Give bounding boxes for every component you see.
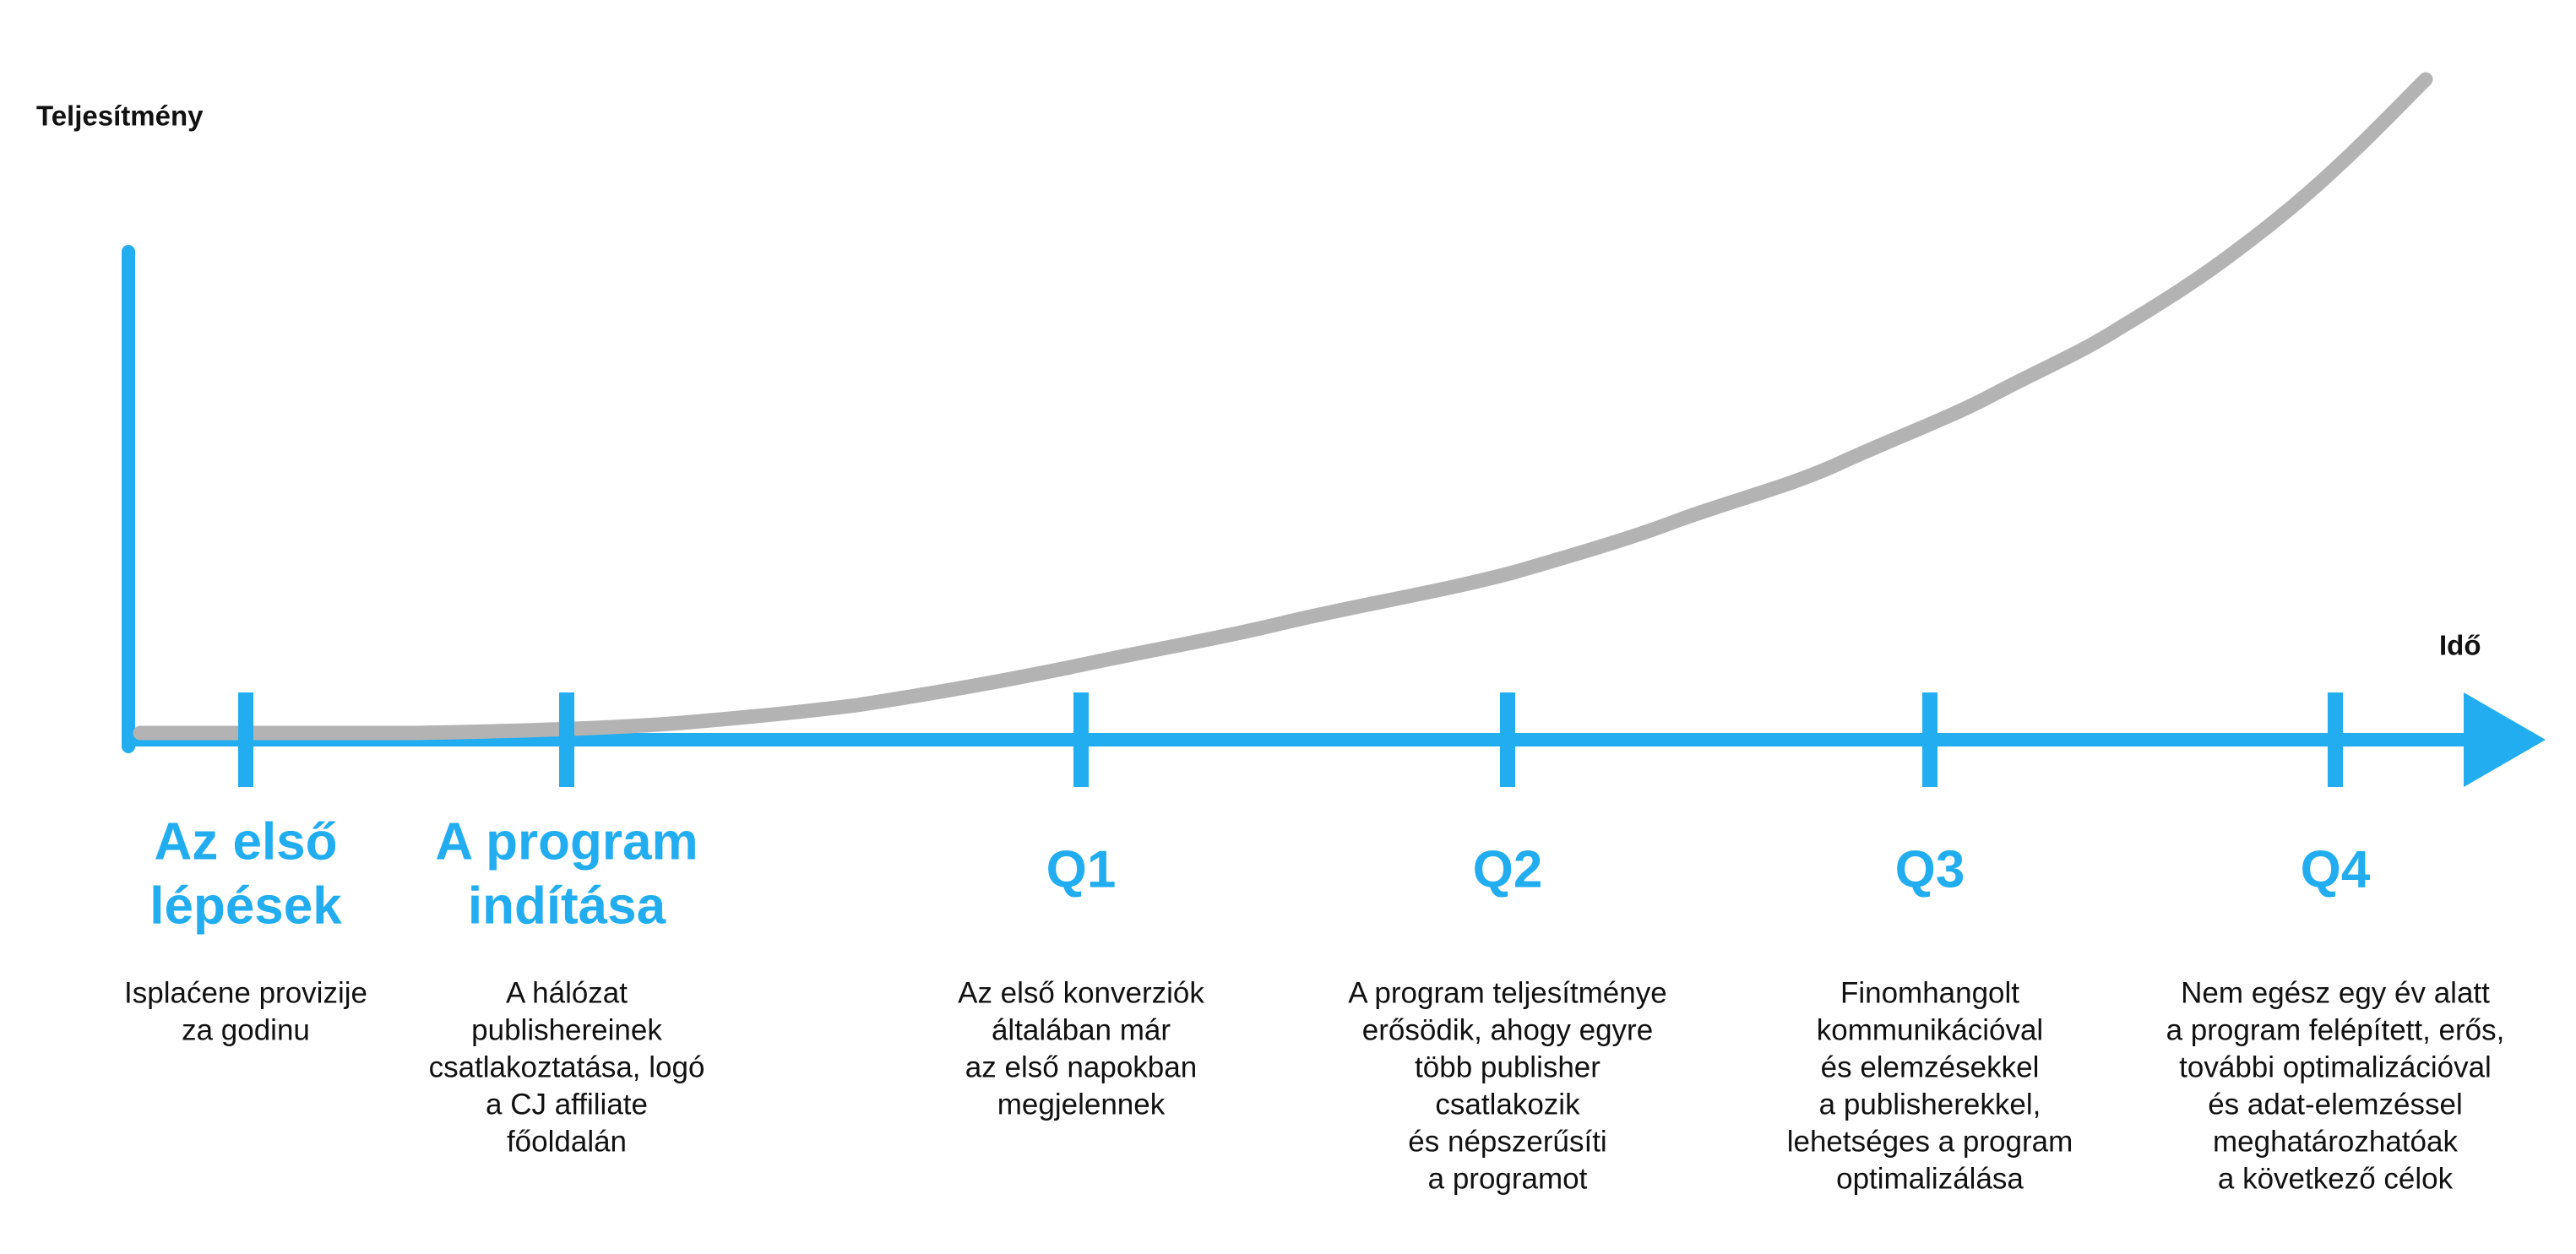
tick — [2328, 692, 2343, 787]
milestone-title: lépések — [149, 877, 342, 935]
milestone-description: erősödik, ahogy egyre — [1362, 1013, 1653, 1046]
milestone-description: főoldalán — [507, 1125, 627, 1158]
y-axis-label: Teljesítmény — [36, 100, 204, 132]
milestone-title: Az első — [154, 812, 337, 871]
milestone-title: Q1 — [1046, 840, 1117, 898]
tick — [1922, 692, 1937, 787]
milestone-description: a következő célok — [2218, 1162, 2454, 1195]
milestone-description: A hálózat — [506, 976, 628, 1009]
milestone-description: kommunikációval — [1817, 1013, 2043, 1046]
milestone-title: A program — [435, 812, 698, 871]
milestone-description: optimalizálása — [1836, 1162, 2024, 1195]
milestone-description: általában már — [992, 1013, 1171, 1046]
milestone-description: több publisher — [1415, 1050, 1600, 1083]
tick — [238, 692, 253, 787]
milestone-description: Isplaćene provizije — [124, 976, 367, 1009]
milestones: Az első lépések Isplaćene provizije za godi… — [124, 692, 2504, 1195]
milestone-description: meghatározhatóak — [2213, 1125, 2458, 1158]
milestone-description: a program felépített, erős, — [2166, 1013, 2505, 1046]
x-axis-arrow — [2464, 692, 2546, 787]
milestone-description: Nem egész egy év alatt — [2181, 976, 2490, 1009]
milestone-description: csatlakozik — [1435, 1088, 1580, 1121]
milestone-description: és népszerűsíti — [1408, 1125, 1606, 1158]
tick — [559, 692, 574, 787]
milestone-title: Q3 — [1895, 840, 1965, 898]
milestone-description: az első napokban — [965, 1050, 1197, 1083]
milestone-description: A program teljesítménye — [1348, 976, 1666, 1009]
milestone-description: további optimalizációval — [2179, 1050, 2492, 1083]
growth-curve — [133, 72, 2433, 741]
milestone-description: megjelennek — [997, 1088, 1166, 1121]
milestone-description: a publisherekkel, — [1819, 1088, 2041, 1121]
milestone-description: a programot — [1428, 1162, 1588, 1195]
milestone-description: a CJ affiliate — [486, 1088, 648, 1121]
milestone-description: publishereinek — [471, 1013, 662, 1046]
milestone-description: és elemzésekkel — [1821, 1050, 2040, 1083]
milestone-description: és adat-elemzéssel — [2208, 1088, 2463, 1121]
milestone-description: Az első konverziók — [958, 976, 1204, 1009]
milestone-title: Q2 — [1473, 840, 1543, 898]
tick — [1073, 692, 1089, 787]
milestone-title: Q4 — [2301, 840, 2371, 898]
milestone-description: za godinu — [182, 1013, 310, 1046]
milestone-description: Finomhangolt — [1840, 976, 2019, 1009]
x-axis-label: Idő — [2439, 630, 2481, 661]
milestone-description: lehetséges a program — [1787, 1125, 2073, 1158]
milestone-title: indítása — [468, 877, 666, 935]
tick — [1500, 692, 1515, 787]
milestone-description: csatlakoztatása, logó — [429, 1050, 705, 1083]
